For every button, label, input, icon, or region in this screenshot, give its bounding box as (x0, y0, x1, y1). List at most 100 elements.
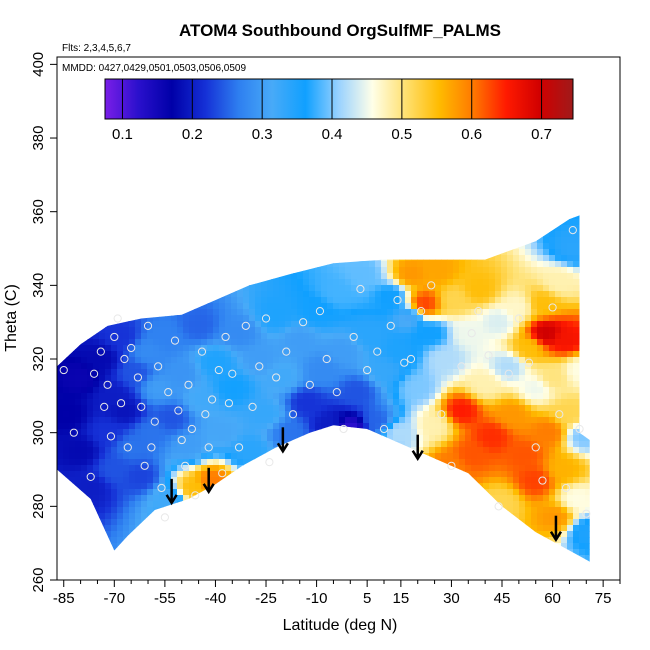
heatmap-cell (135, 231, 142, 238)
heatmap-cell (381, 291, 388, 298)
heatmap-cell (351, 261, 358, 268)
heatmap-cell (57, 189, 64, 196)
heatmap-cell (393, 393, 400, 400)
heatmap-cell (171, 453, 178, 460)
heatmap-cell (327, 261, 334, 268)
heatmap-cell (249, 573, 256, 580)
heatmap-cell (345, 387, 352, 394)
heatmap-cell (243, 351, 250, 358)
heatmap-cell (159, 441, 166, 448)
heatmap-cell (237, 519, 244, 526)
heatmap-cell (171, 189, 178, 196)
heatmap-cell (243, 333, 250, 340)
heatmap-cell (219, 237, 226, 244)
heatmap-cell (381, 303, 388, 310)
heatmap-cell (177, 153, 184, 160)
heatmap-cell (189, 423, 196, 430)
heatmap-cell (249, 375, 256, 382)
heatmap-cell (267, 195, 274, 202)
heatmap-cell (243, 189, 250, 196)
heatmap-cell (165, 135, 172, 142)
heatmap-cell (183, 215, 190, 220)
heatmap-cell (315, 153, 322, 160)
heatmap-cell (123, 297, 130, 304)
heatmap-cell (183, 357, 190, 364)
heatmap-cell (177, 183, 184, 190)
heatmap-cell (345, 249, 352, 256)
heatmap-cell (303, 237, 310, 244)
heatmap-cell (243, 123, 250, 130)
heatmap-cell (201, 477, 208, 484)
heatmap-cell (219, 555, 226, 562)
heatmap-cell (99, 573, 106, 580)
heatmap-cell (345, 531, 352, 538)
heatmap-cell (171, 411, 178, 418)
heatmap-cell (69, 525, 76, 532)
heatmap-cell (279, 215, 286, 220)
heatmap-cell (285, 225, 292, 232)
heatmap-cell (309, 321, 316, 328)
heatmap-cell (381, 171, 388, 178)
heatmap-cell (363, 375, 370, 382)
heatmap-cell (303, 189, 310, 196)
heatmap-cell (303, 393, 310, 400)
heatmap-cell (123, 417, 130, 424)
heatmap-cell (285, 381, 292, 388)
heatmap-cell (297, 525, 304, 532)
heatmap-cell (231, 189, 238, 196)
heatmap-cell (87, 117, 94, 124)
heatmap-cell (105, 215, 112, 220)
heatmap-cell (147, 477, 154, 484)
heatmap-cell (189, 525, 196, 532)
heatmap-cell (135, 453, 142, 460)
heatmap-cell (117, 189, 124, 196)
heatmap-cell (381, 321, 388, 328)
heatmap-cell (123, 183, 130, 190)
heatmap-cell (255, 369, 262, 376)
heatmap-cell (231, 207, 238, 214)
heatmap-cell (57, 165, 64, 172)
heatmap-cell (387, 537, 394, 544)
heatmap-cell (189, 537, 196, 544)
heatmap-cell (327, 195, 334, 202)
heatmap-cell (393, 291, 400, 298)
heatmap-cell (123, 525, 130, 532)
heatmap-cell (129, 417, 136, 424)
heatmap-cell (297, 195, 304, 202)
heatmap-cell (201, 303, 208, 310)
heatmap-cell (147, 297, 154, 304)
heatmap-cell (219, 159, 226, 166)
heatmap-cell (243, 387, 250, 394)
heatmap-cell (177, 279, 184, 286)
heatmap-cell (153, 255, 160, 262)
heatmap-cell (159, 453, 166, 460)
heatmap-cell (117, 525, 124, 532)
heatmap-cell (255, 183, 262, 190)
heatmap-cell (183, 159, 190, 166)
heatmap-cell (285, 255, 292, 262)
heatmap-cell (213, 327, 220, 334)
heatmap-cell (93, 273, 100, 280)
heatmap-cell (159, 501, 166, 508)
heatmap-cell (57, 411, 64, 418)
heatmap-cell (171, 129, 178, 136)
heatmap-cell (87, 459, 94, 466)
heatmap-cell (243, 537, 250, 544)
heatmap-cell (345, 69, 352, 76)
heatmap-cell (381, 279, 388, 286)
heatmap-cell (81, 225, 88, 232)
heatmap-cell (195, 369, 202, 376)
heatmap-cell (351, 57, 358, 64)
heatmap-cell (357, 303, 364, 310)
heatmap-cell (393, 387, 400, 394)
heatmap-cell (285, 261, 292, 268)
heatmap-cell (75, 87, 82, 94)
heatmap-cell (63, 489, 70, 496)
heatmap-cell (63, 447, 70, 454)
heatmap-cell (183, 447, 190, 454)
heatmap-cell (327, 471, 334, 478)
heatmap-cell (291, 351, 298, 358)
heatmap-cell (111, 543, 118, 550)
heatmap-cell (273, 279, 280, 286)
